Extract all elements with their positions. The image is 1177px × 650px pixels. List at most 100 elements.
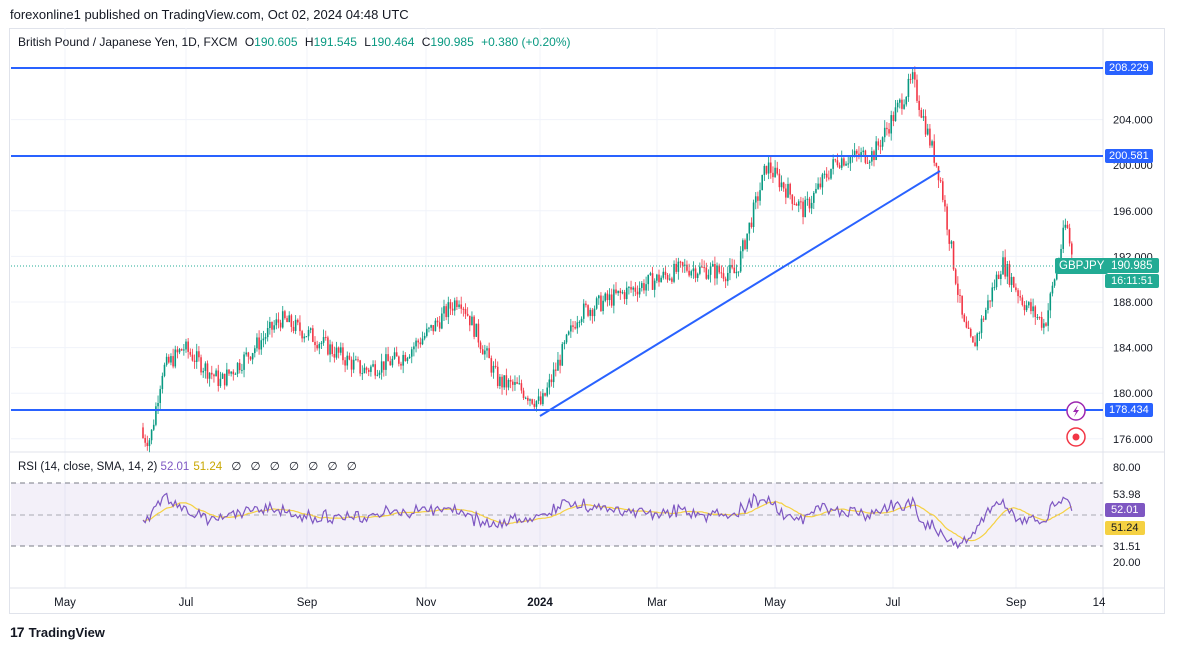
candle-body xyxy=(808,198,811,209)
candle-body xyxy=(737,271,740,273)
rsi-axis-labels: 80.00 53.98 31.51 20.00 xyxy=(1113,462,1141,569)
candle-body xyxy=(980,318,983,333)
candle-body xyxy=(933,141,935,163)
symbol-tag: GBPJPY xyxy=(1055,258,1109,274)
candle-body xyxy=(789,183,791,195)
record-icon[interactable] xyxy=(1066,427,1086,447)
candle-body xyxy=(567,331,570,335)
time-axis-labels: May Jul Sep Nov 2024 Mar May Jul Sep 14 xyxy=(54,597,1106,609)
candle-body xyxy=(727,273,729,282)
candle-body xyxy=(782,182,785,189)
candle-body xyxy=(426,328,428,336)
candle-body xyxy=(559,359,561,366)
candle-body xyxy=(402,354,404,366)
candle-body xyxy=(1017,290,1019,297)
candle-body xyxy=(378,372,381,375)
candle-body xyxy=(746,233,748,250)
candle-body xyxy=(694,268,697,278)
candle-body xyxy=(1004,257,1006,277)
candle-body xyxy=(479,342,482,350)
candle-body xyxy=(825,173,828,178)
rsi-legend[interactable]: RSI (14, close, SMA, 14, 2) 52.01 51.24 ∅… xyxy=(18,459,357,473)
candle-body xyxy=(350,359,353,370)
candle-body xyxy=(524,397,527,399)
empty-value: ∅ xyxy=(250,461,261,473)
candle-body xyxy=(165,356,168,365)
candle-body xyxy=(714,263,716,279)
change-value: +0.380 (+0.20%) xyxy=(481,35,571,49)
candle-body xyxy=(643,283,645,291)
candle-body xyxy=(840,158,843,168)
candle-body xyxy=(155,406,157,425)
candle-body xyxy=(518,383,521,385)
candle-body xyxy=(993,287,996,289)
low-label: L xyxy=(364,35,371,49)
price-tick-label: 204.000 xyxy=(1113,115,1153,127)
candle-body xyxy=(434,320,437,332)
candle-body xyxy=(664,271,667,275)
candle-body xyxy=(1008,264,1011,285)
candle-body xyxy=(948,229,951,244)
candle-body xyxy=(894,107,897,122)
candle-body xyxy=(684,264,686,266)
level-tag-178: 178.434 xyxy=(1105,403,1153,417)
candle-body xyxy=(883,127,886,138)
candle-body xyxy=(260,340,263,350)
candle-body xyxy=(492,365,495,373)
candle-body xyxy=(514,382,516,385)
candle-body xyxy=(989,300,991,302)
candle-body xyxy=(735,271,738,274)
candle-body xyxy=(374,364,376,376)
time-tick-label: May xyxy=(54,597,76,609)
high-label: H xyxy=(304,35,314,49)
candle-body xyxy=(847,163,849,165)
candle-body xyxy=(1006,264,1009,277)
candle-body xyxy=(754,196,757,203)
price-tick-label: 200.000 xyxy=(1113,160,1153,172)
candle-body xyxy=(144,437,146,443)
candle-body xyxy=(757,196,759,201)
candle-body xyxy=(800,201,802,203)
candle-body xyxy=(707,274,710,279)
candle-body xyxy=(621,292,624,294)
candle-body xyxy=(853,150,856,156)
empty-value: ∅ xyxy=(231,461,242,473)
empty-value: ∅ xyxy=(346,461,357,473)
alert-icon[interactable] xyxy=(1066,401,1086,421)
candle-body xyxy=(367,369,370,372)
candle-body xyxy=(849,157,852,164)
candle-body xyxy=(475,323,478,337)
candle-body xyxy=(821,174,824,188)
candle-body xyxy=(187,341,189,352)
candle-body xyxy=(226,369,228,386)
candle-body xyxy=(1023,304,1026,311)
candle-body xyxy=(232,371,235,375)
symbol-name: British Pound / Japanese Yen, 1D, FXCM xyxy=(18,35,238,49)
candle-body xyxy=(208,372,211,379)
candle-body xyxy=(677,261,680,272)
candle-body xyxy=(823,173,826,175)
candle-body xyxy=(359,360,361,374)
candle-body xyxy=(630,287,632,290)
candle-body xyxy=(303,336,306,339)
candle-body xyxy=(589,309,591,316)
candle-body xyxy=(795,203,798,206)
candle-body xyxy=(666,274,669,280)
candle-body xyxy=(284,311,286,319)
footer-brand[interactable]: 17 TradingView xyxy=(10,624,105,640)
candle-body xyxy=(223,373,226,386)
candles xyxy=(142,66,1073,453)
candle-body xyxy=(548,379,551,388)
candle-body xyxy=(273,325,275,330)
candle-body xyxy=(939,180,942,182)
candle-body xyxy=(722,273,725,279)
candle-body xyxy=(269,321,271,329)
symbol-legend[interactable]: British Pound / Japanese Yen, 1D, FXCM O… xyxy=(18,35,571,49)
candle-body xyxy=(978,332,981,334)
candle-body xyxy=(770,162,772,173)
candle-body xyxy=(862,150,865,153)
candle-body xyxy=(608,294,611,301)
candle-body xyxy=(574,326,576,329)
candle-body xyxy=(718,265,720,273)
